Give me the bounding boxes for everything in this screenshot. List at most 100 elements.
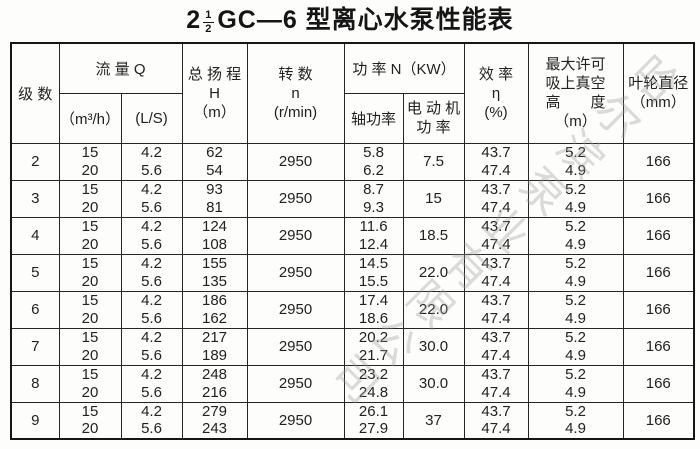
cell-efficiency-value2: 47.4: [481, 309, 511, 327]
cell-total-head-value2: 189: [202, 346, 228, 364]
cell-impeller-diameter: 166: [622, 327, 695, 366]
header-suction-height: 最大许可 吸上真空 高 度 （m）: [527, 42, 624, 144]
cell-speed: 2950: [246, 290, 345, 329]
cell-efficiency: 43.7 47.4: [463, 216, 529, 255]
cell-shaft-power: 17.4 18.6: [343, 290, 404, 329]
cell-speed: 2950: [246, 401, 345, 440]
table-row: 8 15 20 4.2 5.6 248 216 2950 23.2 24.8 3…: [10, 364, 695, 403]
table-row: 4 15 20 4.2 5.6 124 108 2950 11.6 12.4 1…: [10, 216, 695, 255]
cell-flow-ls: 4.2 5.6: [120, 364, 183, 403]
cell-suction-value2: 4.9: [565, 420, 586, 438]
cell-motor-power: 18.5: [402, 216, 465, 255]
cell-efficiency-value1: 43.7: [481, 218, 511, 235]
cell-total-head-value1: 124: [202, 218, 228, 235]
cell-flow-ls: 4.2 5.6: [120, 401, 183, 440]
cell-suction-value1: 5.2: [565, 292, 586, 309]
cell-flow-m3h-value1: 15: [81, 366, 99, 383]
cell-shaft-power-value1: 14.5: [358, 255, 389, 272]
cell-suction-value1: 5.2: [565, 402, 586, 420]
cell-stage: 5: [10, 253, 60, 292]
cell-total-head-value2: 54: [206, 161, 223, 179]
cell-stage: 6: [10, 290, 60, 329]
cell-shaft-power-value2: 24.8: [358, 383, 389, 401]
cell-suction-value1: 5.2: [565, 144, 586, 161]
cell-flow-ls-value2: 5.6: [141, 198, 162, 216]
cell-shaft-power: 14.5 15.5: [343, 253, 404, 292]
cell-flow-ls-value1: 4.2: [141, 402, 162, 420]
cell-shaft-power-value2: 12.4: [358, 235, 389, 253]
header-motor-power: 电 动 机 功 率: [402, 92, 465, 144]
header-efficiency-line3: (%): [484, 103, 508, 121]
cell-efficiency: 43.7 47.4: [463, 179, 529, 218]
cell-flow-m3h-value2: 20: [81, 309, 99, 327]
cell-efficiency: 43.7 47.4: [463, 364, 529, 403]
cell-total-head: 62 54: [181, 142, 248, 181]
cell-shaft-power-value2: 21.7: [358, 346, 389, 364]
cell-shaft-power: 26.1 27.9: [343, 401, 404, 440]
cell-motor-power: 7.5: [402, 142, 465, 181]
cell-total-head-value1: 155: [202, 255, 228, 272]
cell-efficiency: 43.7 47.4: [463, 142, 529, 181]
cell-total-head: 124 108: [181, 216, 248, 255]
cell-flow-ls-value2: 5.6: [141, 383, 162, 401]
cell-total-head: 93 81: [181, 179, 248, 218]
cell-flow-ls-value1: 4.2: [141, 218, 162, 235]
cell-efficiency: 43.7 47.4: [463, 327, 529, 366]
header-motor-power-line1: 电 动 机: [406, 100, 461, 117]
cell-total-head-value1: 93: [206, 181, 223, 198]
cell-motor-power: 30.0: [402, 327, 465, 366]
cell-flow-m3h-value2: 20: [81, 235, 99, 253]
cell-shaft-power-value2: 6.2: [363, 161, 384, 179]
cell-shaft-power-value2: 9.3: [363, 198, 384, 216]
cell-suction-value1: 5.2: [565, 255, 586, 272]
header-efficiency-line1: 效 率: [478, 65, 514, 83]
page-title: 2 1 2 GC—6 型离心水泵性能表: [0, 0, 700, 40]
cell-shaft-power-value1: 5.8: [363, 144, 384, 161]
cell-efficiency: 43.7 47.4: [463, 253, 529, 292]
cell-shaft-power-value1: 20.2: [358, 329, 389, 346]
cell-efficiency-value1: 43.7: [481, 402, 511, 420]
cell-total-head-value2: 216: [202, 383, 228, 401]
cell-flow-m3h-value2: 20: [81, 198, 99, 216]
header-flow-ls: (L/S): [120, 92, 183, 144]
cell-impeller-diameter: 166: [622, 290, 695, 329]
header-efficiency-line2: η: [491, 84, 501, 102]
header-efficiency: 效 率 η (%): [463, 42, 529, 144]
cell-total-head-value2: 81: [206, 198, 223, 216]
cell-shaft-power: 20.2 21.7: [343, 327, 404, 366]
header-flow-m3h: （m³/h）: [58, 92, 122, 144]
cell-suction-value2: 4.9: [565, 309, 586, 327]
cell-motor-power: 22.0: [402, 290, 465, 329]
cell-suction-height: 5.2 4.9: [527, 142, 624, 181]
cell-suction-height: 5.2 4.9: [527, 327, 624, 366]
cell-shaft-power-value2: 27.9: [358, 420, 389, 438]
cell-impeller-diameter: 166: [622, 179, 695, 218]
cell-total-head-value2: 243: [202, 420, 228, 438]
cell-flow-m3h-value2: 20: [81, 420, 99, 438]
table-row: 9 15 20 4.2 5.6 279 243 2950 26.1 27.9 3…: [10, 401, 695, 440]
cell-shaft-power-value2: 18.6: [358, 309, 389, 327]
cell-total-head: 155 135: [181, 253, 248, 292]
cell-flow-m3h: 15 20: [58, 216, 122, 255]
title-text: GC—6 型离心水泵性能表: [217, 6, 514, 34]
performance-table: 级 数 流 量 Q 总 扬 程 H （m） 转 数 n (r/min) 功 率 …: [10, 42, 696, 440]
cell-flow-m3h: 15 20: [58, 364, 122, 403]
fraction-numerator: 1: [205, 9, 213, 21]
cell-suction-value2: 4.9: [565, 161, 586, 179]
cell-suction-value2: 4.9: [565, 235, 586, 253]
cell-efficiency-value2: 47.4: [481, 383, 511, 401]
cell-suction-value1: 5.2: [565, 329, 586, 346]
header-suction-line3: 高 度: [545, 94, 606, 112]
cell-flow-ls: 4.2 5.6: [120, 216, 183, 255]
cell-flow-m3h-value1: 15: [81, 144, 99, 161]
cell-suction-height: 5.2 4.9: [527, 179, 624, 218]
cell-shaft-power: 5.8 6.2: [343, 142, 404, 181]
cell-stage: 2: [10, 142, 60, 181]
header-motor-power-line2: 功 率: [416, 119, 451, 136]
header-impeller-line2: （mm）: [630, 94, 686, 112]
cell-shaft-power: 8.7 9.3: [343, 179, 404, 218]
cell-speed: 2950: [246, 216, 345, 255]
cell-efficiency-value1: 43.7: [481, 329, 511, 346]
cell-speed: 2950: [246, 179, 345, 218]
